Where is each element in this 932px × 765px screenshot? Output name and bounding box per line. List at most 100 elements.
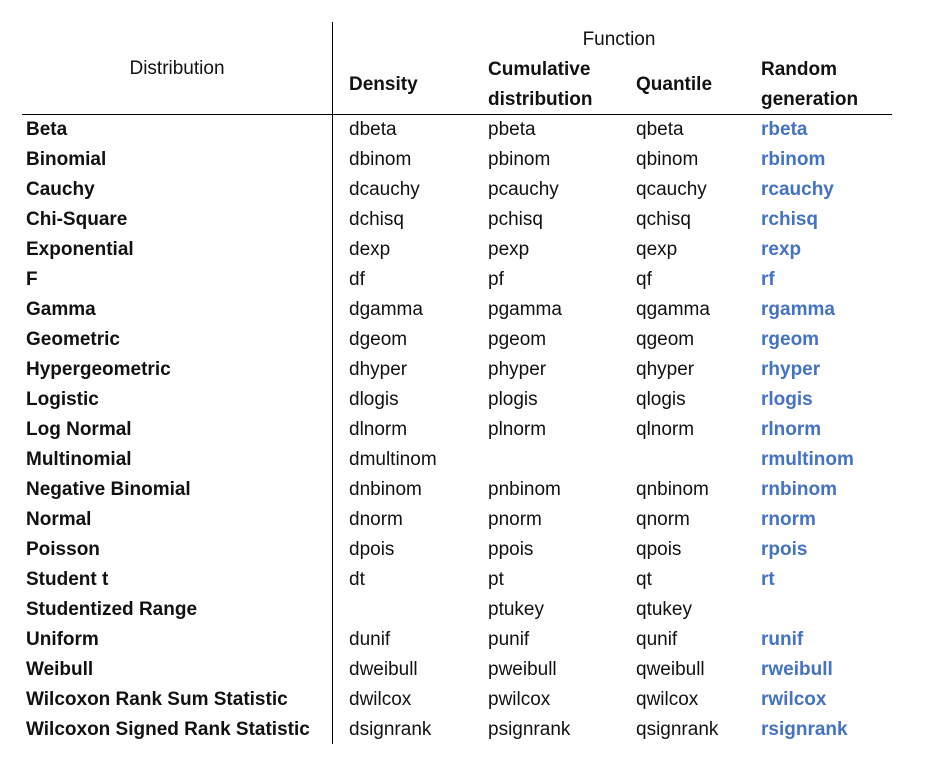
table-row: Exponential dexp pexp qexp rexp (0, 235, 932, 265)
density-function: dnorm (349, 509, 403, 530)
table-row: Logistic dlogis plogis qlogis rlogis (0, 385, 932, 415)
random-function: rt (761, 569, 775, 590)
table-row: Gamma dgamma pgamma qgamma rgamma (0, 295, 932, 325)
density-function: dweibull (349, 659, 418, 680)
table-row: Multinomial dmultinom rmultinom (0, 445, 932, 475)
density-function: dpois (349, 539, 395, 560)
distribution-name: Wilcoxon Signed Rank Statistic (26, 719, 310, 740)
quantile-function: qnorm (636, 509, 690, 530)
quantile-function: qpois (636, 539, 682, 560)
quantile-function: qbeta (636, 119, 684, 140)
cumulative-function: pnorm (488, 509, 542, 530)
quantile-function: qt (636, 569, 652, 590)
cumulative-function: psignrank (488, 719, 571, 740)
quantile-function: qgeom (636, 329, 695, 350)
distribution-name: Binomial (26, 149, 107, 170)
distribution-name: Beta (26, 119, 68, 140)
density-function: dlnorm (349, 419, 408, 440)
distribution-header: Distribution (129, 58, 225, 79)
cumulative-function: phyper (488, 359, 547, 380)
table-row: Uniform dunif punif qunif runif (0, 625, 932, 655)
distribution-name: Cauchy (26, 179, 95, 200)
density-function: dunif (349, 629, 391, 650)
random-function: rweibull (761, 659, 833, 680)
distribution-name: Multinomial (26, 449, 132, 470)
table-row: Log Normal dlnorm plnorm qlnorm rlnorm (0, 415, 932, 445)
random-function: rmultinom (761, 449, 854, 470)
quantile-function: qwilcox (636, 689, 699, 710)
density-function: dgeom (349, 329, 408, 350)
density-function: dchisq (349, 209, 404, 230)
quantile-function: qbinom (636, 149, 699, 170)
quantile-function: qweibull (636, 659, 705, 680)
random-function: rhyper (761, 359, 821, 380)
table-row: Binomial dbinom pbinom qbinom rbinom (0, 145, 932, 175)
table-row: Chi-Square dchisq pchisq qchisq rchisq (0, 205, 932, 235)
table-row: Cauchy dcauchy pcauchy qcauchy rcauchy (0, 175, 932, 205)
distribution-name: Poisson (26, 539, 100, 560)
table-row: Beta dbeta pbeta qbeta rbeta (0, 115, 932, 145)
density-function: dgamma (349, 299, 423, 320)
table-row: Studentized Range ptukey qtukey (0, 595, 932, 625)
table-row: Hypergeometric dhyper phyper qhyper rhyp… (0, 355, 932, 385)
density-function: dwilcox (349, 689, 412, 710)
density-function: dt (349, 569, 365, 590)
table-row: F df pf qf rf (0, 265, 932, 295)
density-function: dnbinom (349, 479, 422, 500)
cumulative-function: pcauchy (488, 179, 559, 200)
table-row: Weibull dweibull pweibull qweibull rweib… (0, 655, 932, 685)
quantile-function: qhyper (636, 359, 695, 380)
cumulative-function: pgamma (488, 299, 562, 320)
table-row: Wilcoxon Rank Sum Statistic dwilcox pwil… (0, 685, 932, 715)
cumulative-function: punif (488, 629, 530, 650)
random-function: rgeom (761, 329, 820, 350)
quantile-function: qchisq (636, 209, 691, 230)
random-function: rexp (761, 239, 802, 260)
quantile-function: qunif (636, 629, 678, 650)
cumulative-column-header: Cumulative distribution (488, 59, 593, 110)
random-function: rnbinom (761, 479, 837, 500)
distribution-name: Hypergeometric (26, 359, 171, 380)
density-function: dmultinom (349, 449, 437, 470)
distribution-name: Log Normal (26, 419, 132, 440)
table-row: Geometric dgeom pgeom qgeom rgeom (0, 325, 932, 355)
cumulative-function: plnorm (488, 419, 547, 440)
distribution-name: F (26, 269, 38, 290)
cumulative-function: pgeom (488, 329, 547, 350)
random-function: rpois (761, 539, 808, 560)
density-function: dbeta (349, 119, 397, 140)
quantile-function: qgamma (636, 299, 710, 320)
quantile-function: qtukey (636, 599, 692, 620)
cumulative-function: pchisq (488, 209, 543, 230)
random-function: rlnorm (761, 419, 822, 440)
quantile-function: qlnorm (636, 419, 695, 440)
quantile-function: qnbinom (636, 479, 709, 500)
quantile-column-header: Quantile (636, 74, 713, 95)
distribution-name: Studentized Range (26, 599, 198, 620)
random-function: rlogis (761, 389, 813, 410)
distribution-name: Weibull (26, 659, 94, 680)
table-body: Beta dbeta pbeta qbeta rbeta Binomial db… (0, 115, 932, 745)
density-function: df (349, 269, 365, 290)
quantile-function: qlogis (636, 389, 686, 410)
cumulative-function: pwilcox (488, 689, 551, 710)
random-function: rgamma (761, 299, 835, 320)
cumulative-function: pweibull (488, 659, 557, 680)
distribution-name: Normal (26, 509, 92, 530)
random-function: rbinom (761, 149, 826, 170)
density-function: dexp (349, 239, 391, 260)
cumulative-function: pbeta (488, 119, 536, 140)
cumulative-function: pt (488, 569, 504, 590)
column-divider (332, 22, 333, 744)
random-column-header: Random generation (761, 59, 859, 110)
density-column-header: Density (349, 74, 418, 95)
distribution-name: Uniform (26, 629, 99, 650)
random-function: rwilcox (761, 689, 827, 710)
distribution-name: Wilcoxon Rank Sum Statistic (26, 689, 288, 710)
random-function: rbeta (761, 119, 808, 140)
distribution-name: Negative Binomial (26, 479, 191, 500)
cumulative-function: ppois (488, 539, 534, 560)
distribution-name: Logistic (26, 389, 99, 410)
header-underline (22, 114, 892, 115)
